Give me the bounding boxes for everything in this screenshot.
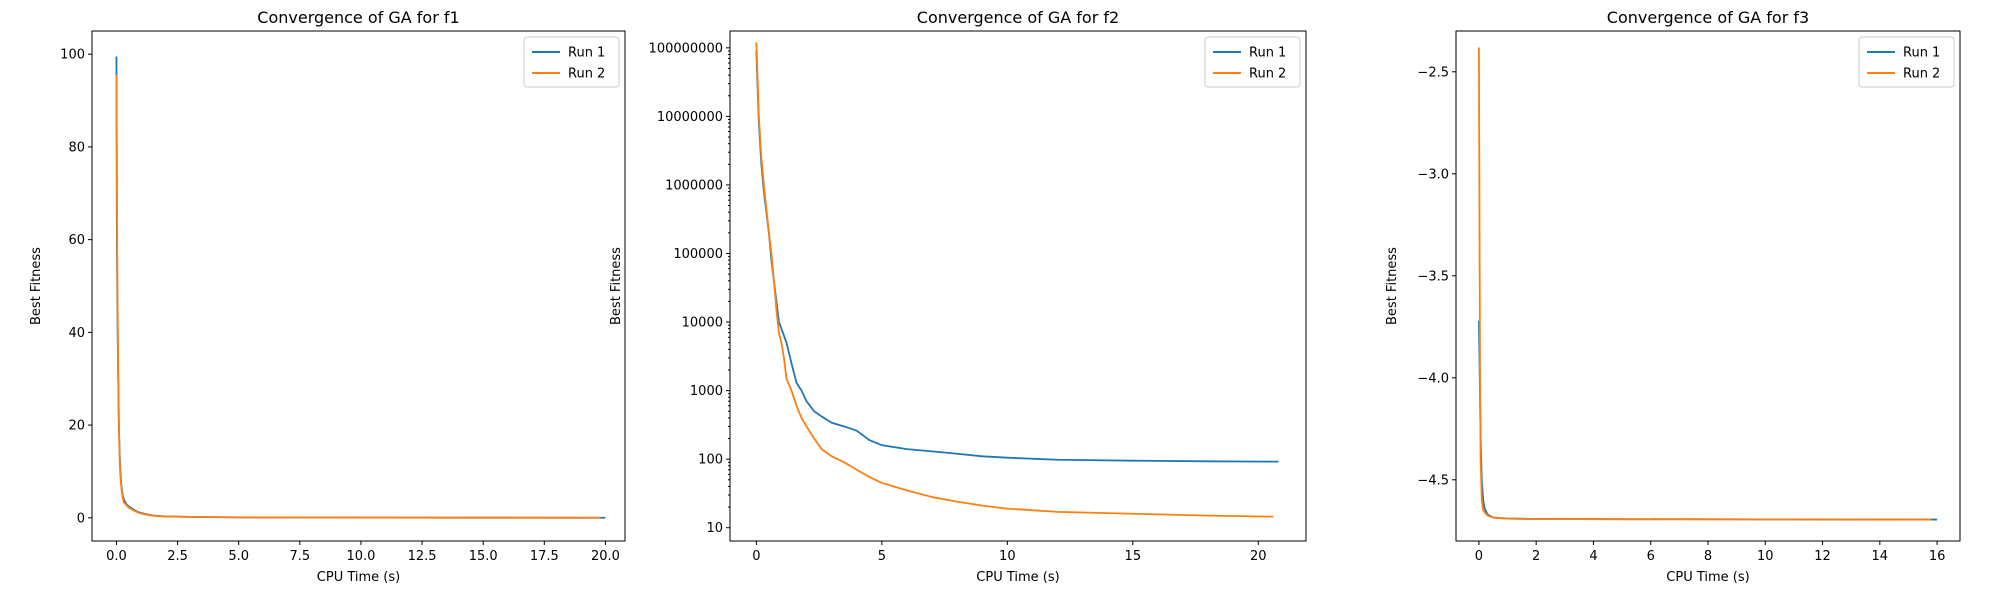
series-line-run-2 [755, 42, 1274, 518]
plot-frame [1455, 30, 1961, 542]
legend-frame [523, 36, 620, 88]
y-tick-label: 40 [68, 326, 85, 341]
y-tick-label: −2.5 [1417, 65, 1449, 80]
y-axis-label: Best Fitness [29, 247, 44, 325]
x-tick-label: 0 [752, 549, 760, 564]
x-tick-label: 5 [878, 549, 886, 564]
series-line-run-2 [1478, 47, 1932, 521]
y-tick-label: 100 [698, 453, 723, 468]
x-tick-label: 10.0 [346, 549, 375, 564]
x-tick-label: 7.5 [289, 549, 310, 564]
x-tick-label: 12.5 [408, 549, 437, 564]
ticks: 0 5 10 15 20 10 100 1000 10000 100000 1000000 10000… [649, 41, 1267, 564]
x-tick-label: 2 [1532, 549, 1540, 564]
legend: Run 1 Run 2 [1858, 36, 1955, 88]
chart-f3: Convergence of GA for f3 CPU Time (s) Be… [1385, 8, 1961, 585]
y-tick-label: −3.0 [1417, 167, 1449, 182]
y-tick-label: 20 [68, 419, 85, 434]
chart-f1: Convergence of GA for f1 CPU Time (s) Be… [29, 8, 626, 585]
plot-frame [729, 30, 1307, 542]
legend-label: Run 2 [568, 67, 605, 82]
x-tick-label: 15.0 [469, 549, 498, 564]
x-tick-label: 2.5 [167, 549, 188, 564]
x-tick-label: 15 [1125, 549, 1142, 564]
legend-label: Run 2 [1903, 67, 1940, 82]
x-tick-label: 8 [1704, 549, 1712, 564]
x-tick-label: 5.0 [228, 549, 249, 564]
x-tick-label: 6 [1647, 549, 1655, 564]
series-line-run-1 [755, 50, 1279, 463]
x-tick-label: 17.5 [530, 549, 559, 564]
series-lines [755, 42, 1279, 518]
legend-label: Run 2 [1249, 67, 1286, 82]
x-axis-label: CPU Time (s) [317, 570, 400, 585]
y-tick-label: 80 [68, 140, 85, 155]
y-tick-label: 1000 [690, 384, 723, 399]
legend-frame [1204, 36, 1301, 88]
x-tick-label: 10 [1757, 549, 1774, 564]
y-tick-label: −4.5 [1417, 473, 1449, 488]
y-tick-label: 1000000 [665, 178, 723, 193]
y-tick-label: 10000000 [657, 110, 723, 125]
x-axis-label: CPU Time (s) [976, 570, 1059, 585]
x-tick-label: 20 [1250, 549, 1267, 564]
chart-f2: Convergence of GA for f2 CPU Time (s) Be… [609, 8, 1307, 585]
chart-title: Convergence of GA for f2 [917, 8, 1119, 27]
legend-label: Run 1 [1903, 46, 1940, 61]
y-axis-label: Best Fitness [1385, 247, 1400, 325]
x-axis-label: CPU Time (s) [1666, 570, 1749, 585]
series-line-run-1 [1478, 320, 1938, 521]
legend-label: Run 1 [568, 46, 605, 61]
y-tick-label: 10000 [682, 316, 723, 331]
x-tick-label: 4 [1589, 549, 1597, 564]
series-lines [1478, 47, 1938, 521]
legend-label: Run 1 [1249, 46, 1286, 61]
chart-title: Convergence of GA for f3 [1607, 8, 1809, 27]
x-tick-label: 0.0 [106, 549, 127, 564]
x-tick-label: 20.0 [591, 549, 620, 564]
y-tick-label: −3.5 [1417, 269, 1449, 284]
ticks: 0 2 4 6 8 10 12 14 16 −4.5 −4.0 −3.5 −3.0 −2.5 [1417, 65, 1945, 564]
ticks: 0.0 2.5 5.0 7.5 10.0 12.5 15.0 17.5 20.0 0 20 40 60 8… [60, 48, 620, 564]
legend-frame [1858, 36, 1955, 88]
x-tick-label: 14 [1872, 549, 1889, 564]
plot-frame [91, 30, 626, 542]
y-tick-label: 0 [77, 511, 85, 526]
y-tick-label: 100000 [673, 247, 723, 262]
y-axis-label: Best Fitness [609, 247, 624, 325]
chart-title: Convergence of GA for f1 [257, 8, 459, 27]
series-line-run-1 [115, 56, 606, 519]
series-lines [115, 56, 606, 519]
legend: Run 1 Run 2 [523, 36, 620, 88]
x-tick-label: 0 [1475, 549, 1483, 564]
x-tick-label: 12 [1814, 549, 1831, 564]
y-tick-label: −4.0 [1417, 371, 1449, 386]
y-tick-label: 10 [706, 521, 723, 536]
legend: Run 1 Run 2 [1204, 36, 1301, 88]
x-tick-label: 10 [999, 549, 1016, 564]
x-tick-label: 16 [1929, 549, 1946, 564]
series-line-run-2 [115, 75, 601, 519]
y-tick-label: 100 [60, 48, 85, 63]
y-tick-label: 100000000 [649, 41, 723, 56]
y-tick-label: 60 [68, 233, 85, 248]
